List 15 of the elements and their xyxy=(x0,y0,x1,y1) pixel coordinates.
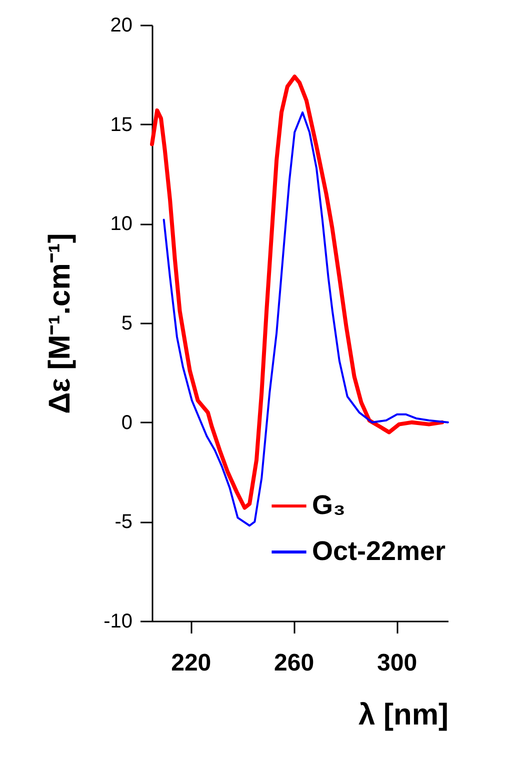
y-tick-label: -10 xyxy=(104,610,132,632)
y-tick-label: 10 xyxy=(110,213,132,236)
y-tick-label: 20 xyxy=(110,14,132,36)
y-tick-label: 5 xyxy=(121,312,132,334)
x-tick-label: 220 xyxy=(171,650,212,676)
y-tick-label: 15 xyxy=(110,114,132,136)
legend-label: G₃ xyxy=(312,490,346,520)
legend-label: Oct-22mer xyxy=(312,536,446,566)
line-series xyxy=(162,111,449,527)
x-tick-label: 300 xyxy=(377,650,418,676)
y-axis-title: Δε [M⁻¹.cm⁻¹] xyxy=(44,233,77,414)
y-tick-label: -5 xyxy=(114,511,132,534)
x-tick-label: 260 xyxy=(274,650,314,676)
x-axis-title: λ [nm] xyxy=(358,698,448,732)
y-tick-label: 0 xyxy=(121,412,132,434)
